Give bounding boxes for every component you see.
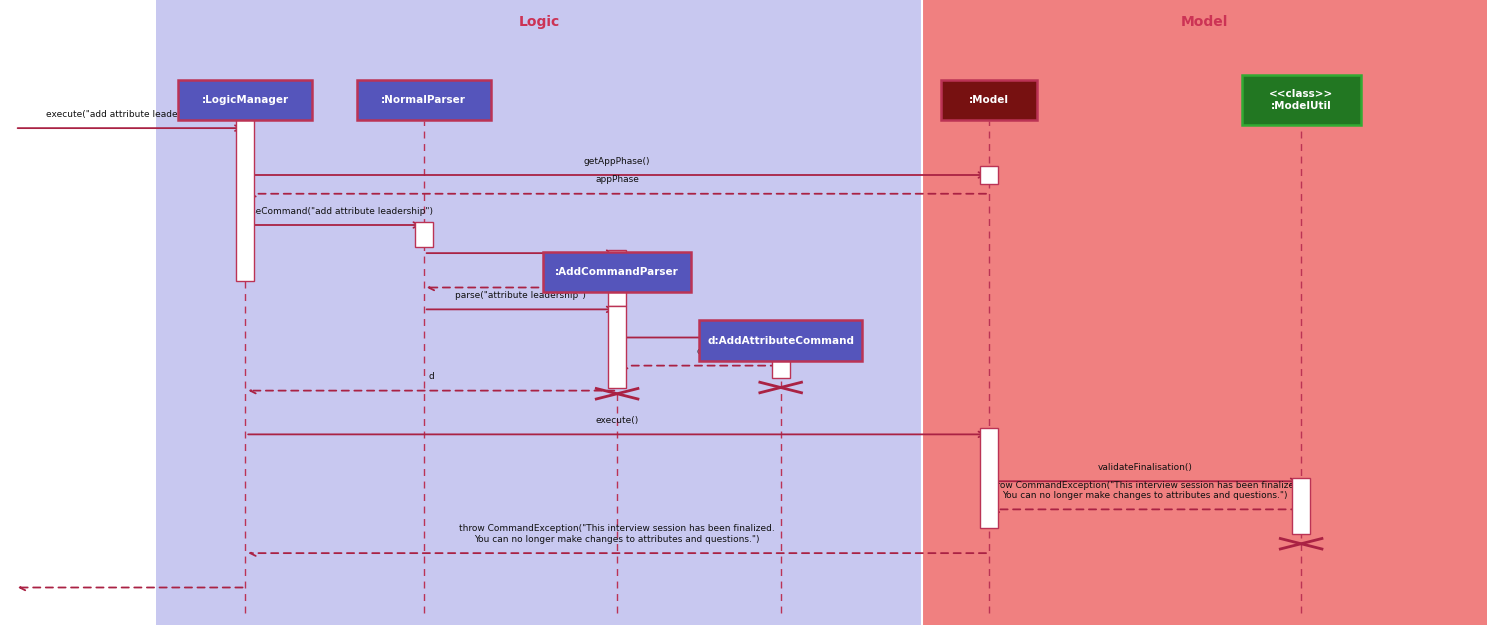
Text: <<class>>
:ModelUtil: <<class>> :ModelUtil [1268, 89, 1334, 111]
Text: throw CommandException("This interview session has been finalized.
You can no lo: throw CommandException("This interview s… [459, 524, 775, 544]
Text: Logic: Logic [519, 15, 559, 29]
Bar [980, 428, 998, 528]
Text: parseCommand("add attribute leadership"): parseCommand("add attribute leadership") [236, 207, 433, 216]
Bar [1292, 478, 1310, 534]
Bar [699, 320, 862, 361]
Bar [1242, 75, 1361, 125]
Text: appPhase: appPhase [595, 176, 639, 184]
Bar [941, 79, 1038, 120]
Bar [415, 222, 433, 247]
Bar [980, 166, 998, 184]
Text: d: d [428, 372, 434, 381]
Bar [608, 250, 626, 306]
Text: Model: Model [1181, 15, 1228, 29]
Bar [772, 334, 790, 378]
Text: execute("add attribute leadership"): execute("add attribute leadership") [46, 110, 207, 119]
Bar [357, 79, 491, 120]
Text: validateFinalisation(): validateFinalisation() [1097, 463, 1193, 472]
Bar [922, 0, 1487, 625]
Text: :NormalParser: :NormalParser [381, 95, 467, 105]
Text: parse("attribute leadership"): parse("attribute leadership") [455, 291, 586, 300]
Text: :AddCommandParser: :AddCommandParser [555, 267, 680, 277]
Bar [178, 79, 312, 120]
Bar [608, 306, 626, 388]
Text: d:AddAttributeCommand: d:AddAttributeCommand [708, 336, 854, 346]
Text: :Model: :Model [970, 95, 1008, 105]
Bar [156, 0, 922, 625]
Text: throw CommandException("This interview session has been finalized.
You can no lo: throw CommandException("This interview s… [987, 481, 1303, 500]
Text: getAppPhase(): getAppPhase() [584, 157, 650, 166]
Bar [543, 252, 691, 292]
Text: d: d [696, 348, 702, 356]
Text: execute(): execute() [595, 416, 639, 425]
Text: :LogicManager: :LogicManager [202, 95, 288, 105]
Bar [236, 100, 254, 281]
